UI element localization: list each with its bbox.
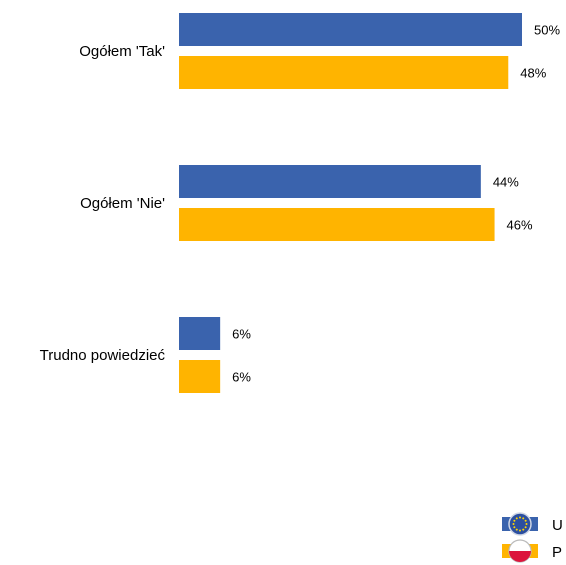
bar — [179, 165, 481, 198]
category-label: Trudno powiedzieć — [40, 347, 166, 364]
value-label: 46% — [507, 218, 533, 233]
value-label: 48% — [520, 66, 546, 81]
bar — [179, 56, 509, 89]
bars-layer — [179, 13, 522, 393]
category-label: Ogółem 'Tak' — [79, 43, 165, 60]
value-label: 44% — [493, 175, 519, 190]
legend: UP — [502, 512, 563, 563]
value-label: 6% — [232, 370, 251, 385]
eu-flag-icon — [508, 512, 532, 536]
legend-item: P — [502, 539, 562, 563]
poland-flag-icon — [508, 539, 532, 563]
category-label: Ogółem 'Nie' — [80, 195, 165, 212]
bar — [179, 360, 221, 393]
bar — [179, 317, 221, 350]
legend-label: P — [552, 544, 562, 561]
bar — [179, 13, 522, 46]
legend-item: U — [502, 512, 563, 536]
bar — [179, 208, 495, 241]
value-label: 50% — [534, 23, 560, 38]
value-label: 6% — [232, 327, 251, 342]
labels-layer: Ogółem 'Tak' 50% 48% Ogółem 'Nie' 44% 46% Trud… — [40, 23, 561, 385]
legend-label: U — [552, 517, 563, 534]
